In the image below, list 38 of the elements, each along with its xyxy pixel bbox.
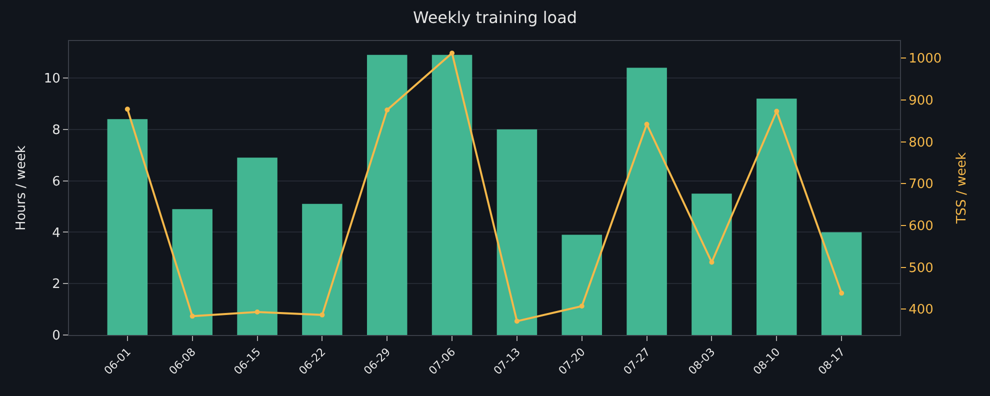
bar <box>756 98 797 335</box>
y2-axis-title: TSS / week <box>954 152 970 225</box>
bar <box>107 119 148 335</box>
y-tick-label: 2 <box>52 277 60 292</box>
bar <box>366 54 408 335</box>
chart-title: Weekly training load <box>412 8 578 28</box>
bar <box>626 68 667 335</box>
bar <box>821 232 862 335</box>
bar <box>496 129 538 335</box>
y-tick-label: 0 <box>52 328 60 344</box>
point <box>320 312 325 318</box>
y-tick-label: 6 <box>52 174 60 190</box>
y2-tick-label: 700 <box>908 177 934 192</box>
point <box>839 290 844 296</box>
point <box>450 50 455 56</box>
point <box>124 106 130 112</box>
bar <box>172 209 212 335</box>
y-tick-label: 8 <box>52 122 60 138</box>
point <box>254 310 260 314</box>
y-axis-title: Hours / week <box>14 145 29 230</box>
point <box>709 260 714 265</box>
y2-tick-label: 400 <box>908 302 934 318</box>
bar <box>692 194 732 335</box>
bar <box>432 54 472 335</box>
y2-tick-label: 900 <box>908 94 934 109</box>
bar <box>302 204 342 335</box>
point <box>579 304 584 309</box>
y2-tick-label: 500 <box>908 260 934 276</box>
point <box>514 318 520 324</box>
y-tick-label: 4 <box>52 226 60 241</box>
y2-tick-label: 600 <box>908 218 934 234</box>
y2-tick-label: 800 <box>908 135 934 150</box>
bar <box>562 234 602 335</box>
point <box>384 108 390 112</box>
y2-tick-label: 1000 <box>908 52 942 67</box>
bar <box>237 158 278 335</box>
y-tick-label: 10 <box>44 72 60 87</box>
point <box>190 314 195 319</box>
